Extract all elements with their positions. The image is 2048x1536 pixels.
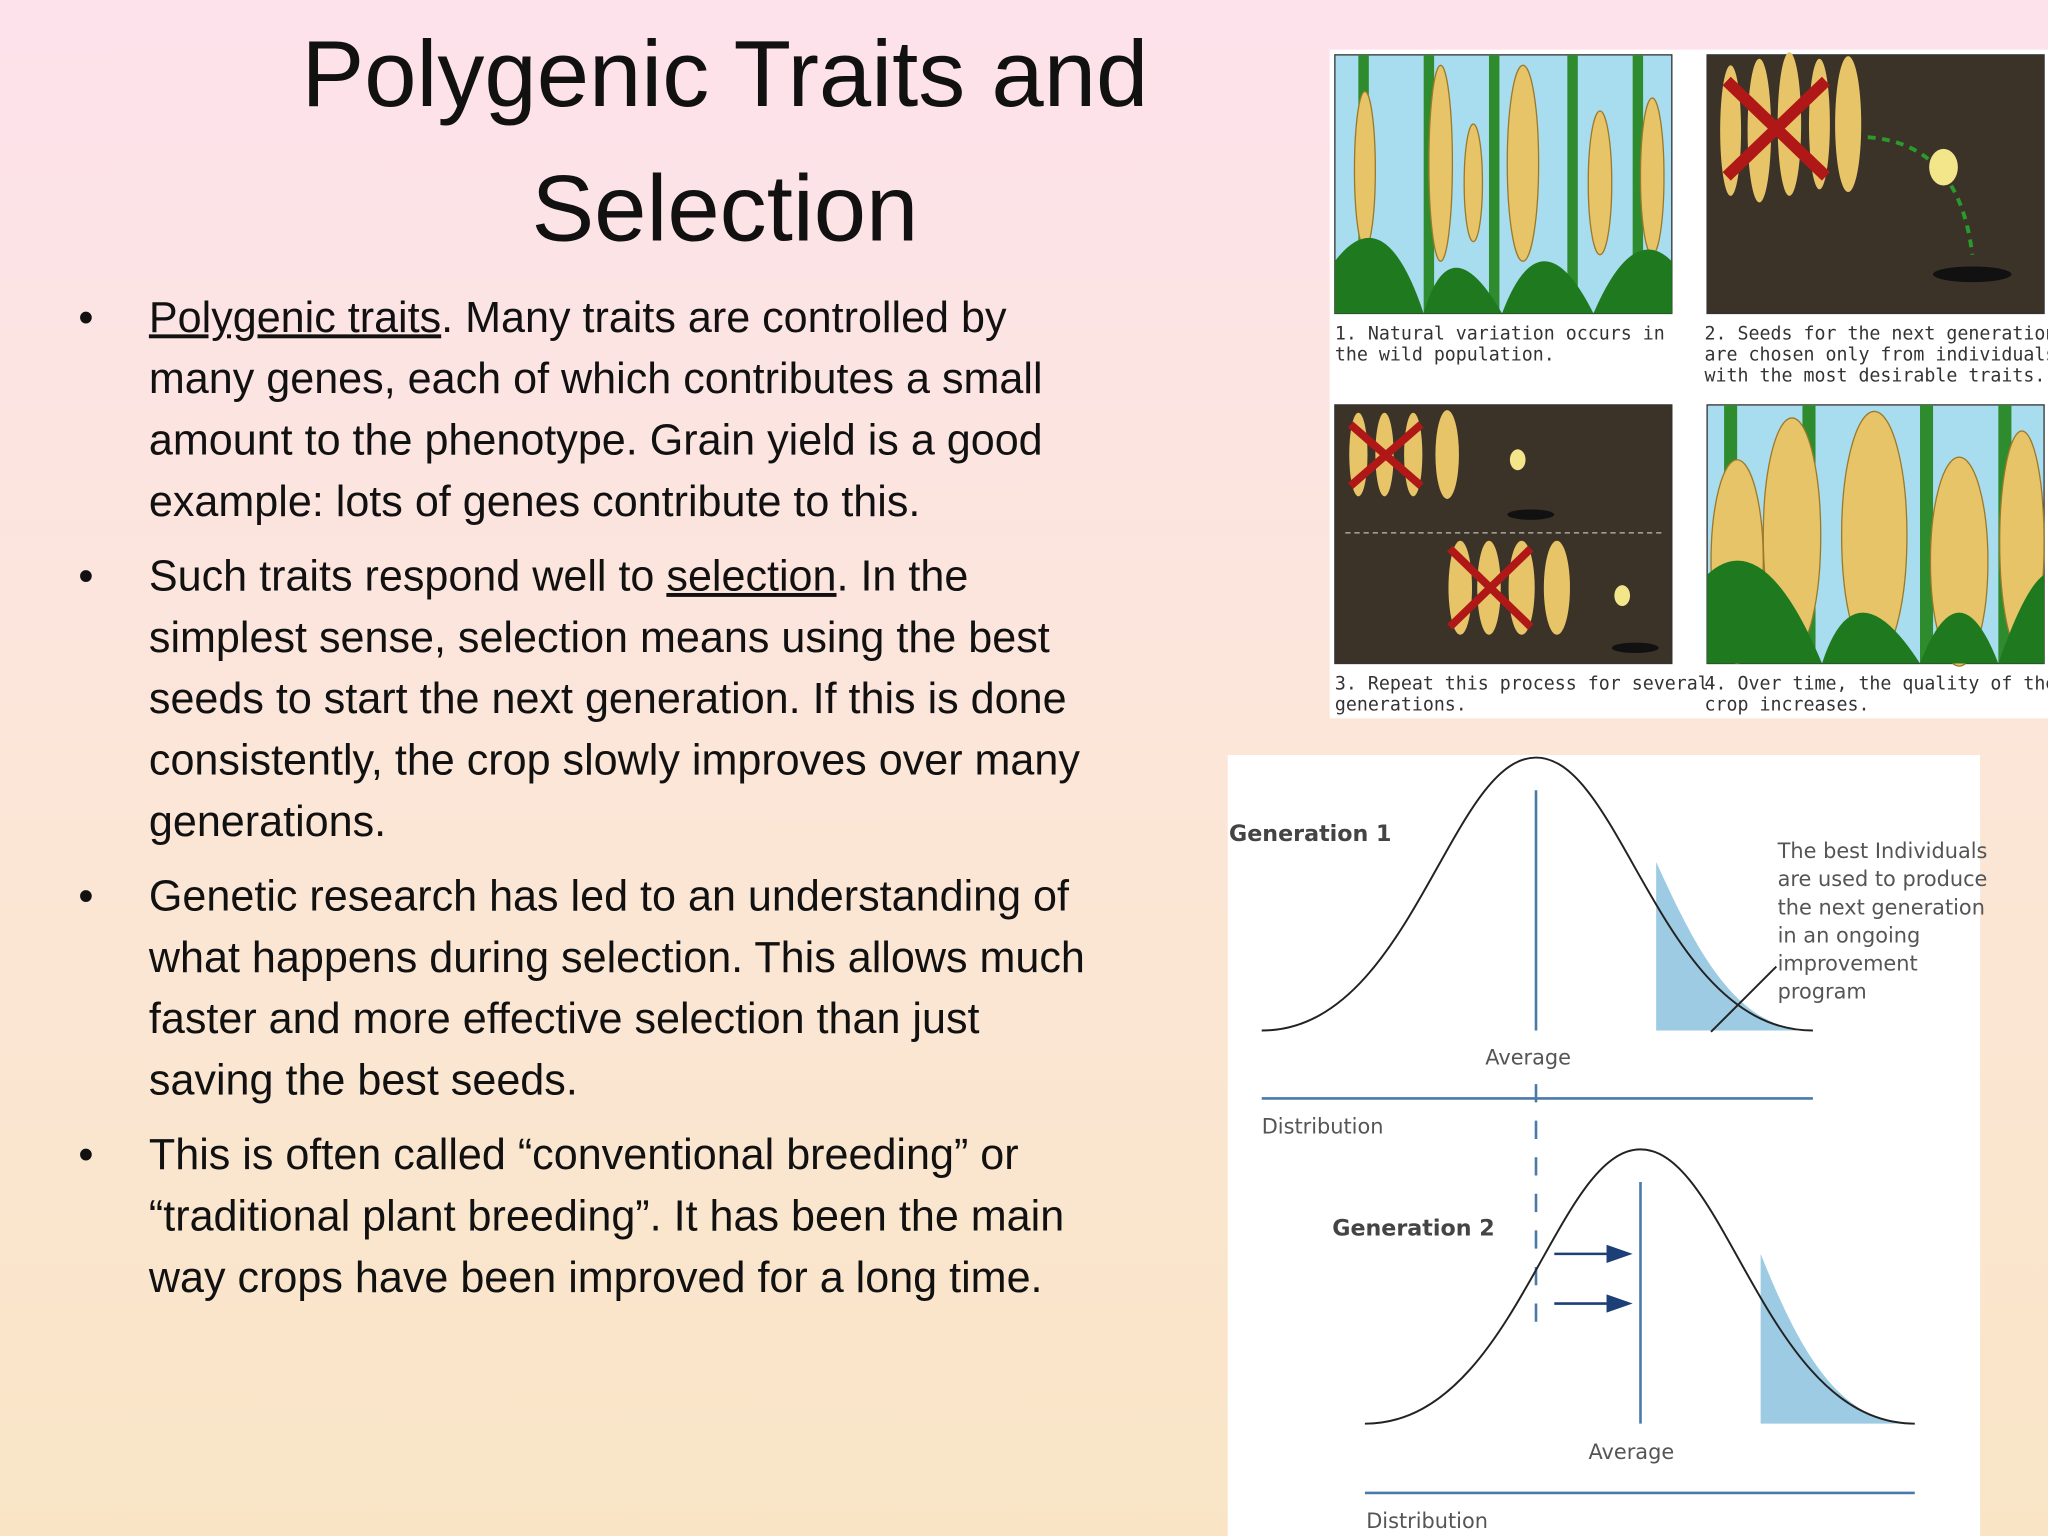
bullet-text: This is often called “conventional breed… [148,1129,1065,1301]
caption-line: generations. [1335,695,1467,716]
panel-4 [1706,404,2045,667]
note-line: program [1778,980,1867,1004]
caption-line: 4. Over time, the quality of the [1704,674,2048,695]
underlined-term: Polygenic traits [148,292,442,341]
note-line: are used to produce [1778,867,1988,891]
caption-line: 3. Repeat this process for several [1335,674,1709,695]
caption-line: with the most desirable traits. [1704,365,2045,386]
caption-line: 1. Natural variation occurs in [1335,324,1665,345]
bullet-text: . Many traits are controlled by many gen… [148,292,1043,526]
bullet-list: Polygenic traits. Many traits are contro… [78,286,1097,1320]
panel-2 [1706,52,2045,315]
note-line: the next generation [1778,895,1985,919]
average-label: Average [1588,1440,1674,1464]
panel-3 [1334,404,1673,665]
note-line: improvement [1778,951,1918,975]
caption-line: 2. Seeds for the next generation [1704,324,2048,345]
bullet-text: . In the simplest sense, selection means… [148,551,1080,846]
slide-title: Polygenic Traits and Selection [301,22,1149,262]
note-line: in an ongoing [1778,923,1921,947]
caption-line: crop increases. [1704,695,1869,716]
average-label: Average [1485,1045,1571,1069]
bullet-text: Such traits respond well to [148,551,667,600]
bullet: Polygenic traits. Many traits are contro… [78,286,1097,532]
selection-diagram [1261,756,1915,1495]
bullet-text: Genetic research has led to an understan… [148,871,1085,1104]
distribution-label: Distribution [1366,1509,1488,1533]
generation-label: Generation 1 [1229,821,1391,847]
distribution-label: Distribution [1262,1115,1384,1139]
caption-line: the wild population. [1335,344,1555,365]
bullet: Such traits respond well to selection. I… [78,545,1097,852]
bullet: Genetic research has led to an understan… [78,865,1097,1111]
diagram-note: The best Individuals are used to produce t… [1777,839,1988,1003]
underlined-term: selection [666,551,837,600]
note-line: The best Individuals [1777,839,1988,863]
caption-line: are chosen only from individuals [1704,344,2048,365]
panel-1 [1334,54,1673,315]
generation-label: Generation 2 [1332,1216,1494,1242]
bullet: This is often called “conventional breed… [78,1123,1097,1307]
